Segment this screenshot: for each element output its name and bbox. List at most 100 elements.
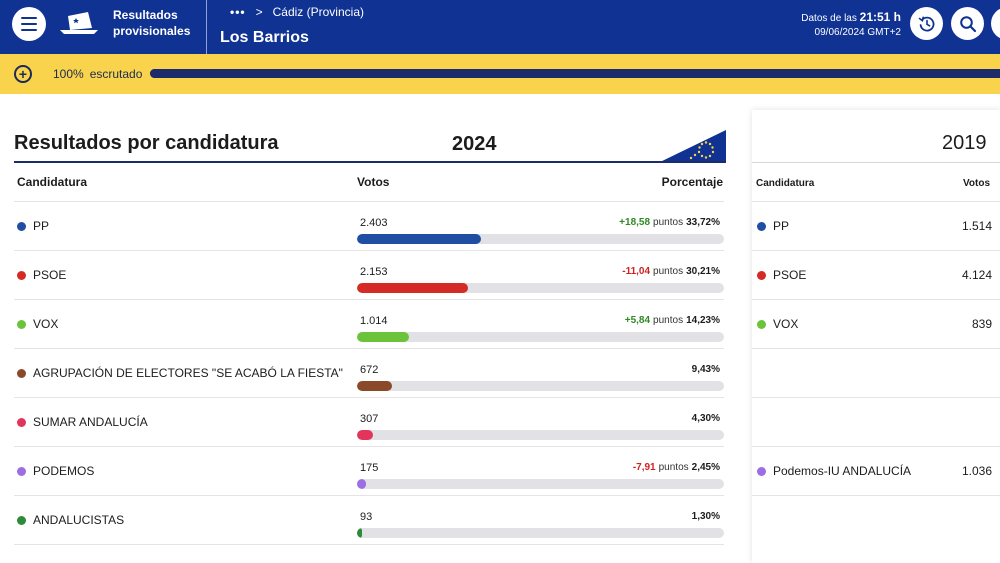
- party-name: VOX: [773, 317, 799, 331]
- party-pct: 33,72%: [686, 217, 720, 228]
- result-row[interactable]: VOX 1.014 +5,84 puntos 14,23%: [14, 299, 724, 348]
- search-icon: [959, 15, 976, 32]
- breadcrumb: ••• > Cádiz (Provincia): [230, 5, 364, 19]
- party-votes: 4.124: [961, 268, 992, 282]
- party-pct: 9,43%: [691, 364, 720, 375]
- column-header-porcentaje: Porcentaje: [661, 175, 723, 189]
- result-row[interactable]: ANDALUCISTAS 93 1,30%: [14, 495, 724, 544]
- vote-share-bar: [357, 479, 724, 489]
- section-title: Resultados por candidatura: [14, 132, 279, 154]
- vote-share-bar: [357, 332, 724, 342]
- party-diff: -11,04: [622, 266, 651, 277]
- party-color-dot: [757, 320, 766, 329]
- party-name: PODEMOS: [33, 464, 95, 478]
- party-votes: 1.514: [961, 219, 992, 233]
- previous-result-row: [752, 348, 1000, 397]
- breadcrumb-parent[interactable]: Cádiz (Provincia): [272, 5, 364, 19]
- previous-column-votos: Votos: [963, 178, 991, 189]
- party-percentage: 4,30%: [686, 413, 720, 424]
- vote-share-bar-fill: [357, 479, 366, 489]
- vote-share-bar-fill: [357, 332, 410, 342]
- column-header-votos: Votos: [357, 175, 390, 189]
- previous-rule: [752, 162, 1000, 163]
- result-row[interactable]: PSOE 2.153 -11,04 puntos 30,21%: [14, 250, 724, 299]
- party-color-dot: [17, 320, 26, 329]
- party-color-dot: [17, 467, 26, 476]
- history-button[interactable]: [910, 7, 943, 40]
- breadcrumb-more[interactable]: •••: [230, 5, 246, 19]
- data-timestamp: Datos de las 21:51 h 09/06/2024 GMT+2: [801, 10, 901, 40]
- party-name: PSOE: [773, 268, 807, 282]
- history-icon: [918, 16, 934, 31]
- previous-column-candidatura: Candidatura: [756, 178, 815, 189]
- menu-icon[interactable]: [12, 7, 46, 41]
- result-row[interactable]: PP 2.403 +18,58 puntos 33,72%: [14, 201, 724, 250]
- previous-result-row[interactable]: PP 1.514: [752, 201, 1000, 250]
- party-percentage: -11,04 puntos 30,21%: [622, 266, 720, 277]
- party-name: PP: [773, 219, 790, 233]
- party-votes: 839: [971, 317, 992, 331]
- party-color-dot: [17, 271, 26, 280]
- result-row[interactable]: PODEMOS 175 -7,91 puntos 2,45%: [14, 446, 724, 495]
- party-color-dot: [757, 467, 766, 476]
- app-title[interactable]: Resultados provisionales: [113, 7, 203, 39]
- previous-result-row: [752, 495, 1000, 544]
- party-diff: -7,91: [632, 462, 656, 473]
- party-name: SUMAR ANDALUCÍA: [33, 415, 148, 429]
- previous-year: 2019: [942, 132, 987, 154]
- previous-result-row[interactable]: Podemos-IU ANDALUCÍA 1.036: [752, 446, 1000, 495]
- party-color-dot: [757, 222, 766, 231]
- result-row[interactable]: [14, 544, 724, 563]
- party-votes: 1.036: [961, 464, 992, 478]
- progress-percent: 100%: [53, 67, 84, 81]
- party-diff: +5,84: [624, 315, 651, 326]
- party-diff: +18,58: [619, 217, 651, 228]
- party-votes: 672: [360, 364, 379, 376]
- vote-share-bar: [357, 283, 724, 293]
- top-header: Resultados provisionales ••• > Cádiz (Pr…: [0, 0, 1000, 54]
- party-percentage: 1,30%: [686, 511, 720, 522]
- party-pct: 2,45%: [691, 462, 720, 473]
- previous-result-row: [752, 397, 1000, 446]
- more-button[interactable]: [991, 7, 1000, 40]
- current-year: 2024: [452, 133, 497, 155]
- party-votes: 1.014: [360, 315, 388, 327]
- vote-share-bar: [357, 234, 724, 244]
- vote-share-bar-fill: [357, 234, 481, 244]
- party-diff-unit: puntos: [658, 462, 689, 473]
- search-button[interactable]: [951, 7, 984, 40]
- chevron-right-icon: >: [255, 5, 263, 19]
- previous-results-panel: 2019 Candidatura Votos PP 1.514 PSOE 4.124 V…: [752, 110, 1000, 563]
- expand-plus-icon[interactable]: +: [14, 65, 32, 83]
- vote-share-bar-fill: [357, 430, 373, 440]
- timestamp-time: 21:51 h: [859, 10, 901, 24]
- party-name: Podemos-IU ANDALUCÍA: [773, 464, 912, 478]
- result-row[interactable]: AGRUPACIÓN DE ELECTORES "SE ACABÓ LA FIE…: [14, 348, 724, 397]
- header-divider: [206, 0, 207, 54]
- vote-share-bar-fill: [357, 528, 362, 538]
- vote-share-bar: [357, 528, 724, 538]
- app-title-line2: provisionales: [113, 24, 191, 38]
- party-diff-unit: puntos: [653, 315, 684, 326]
- previous-result-row[interactable]: PSOE 4.124: [752, 250, 1000, 299]
- party-votes: 2.403: [360, 217, 388, 229]
- result-row[interactable]: SUMAR ANDALUCÍA 307 4,30%: [14, 397, 724, 446]
- app-title-line1: Resultados: [113, 8, 178, 22]
- party-pct: 4,30%: [691, 413, 720, 424]
- party-color-dot: [757, 271, 766, 280]
- section-rule: [14, 161, 726, 163]
- party-percentage: 9,43%: [686, 364, 720, 375]
- timestamp-prefix: Datos de las: [801, 13, 857, 24]
- progress-bar-fill: [150, 69, 1000, 78]
- vote-share-bar-fill: [357, 283, 468, 293]
- party-name: VOX: [33, 317, 59, 331]
- party-percentage: -7,91 puntos 2,45%: [633, 462, 720, 473]
- party-pct: 14,23%: [686, 315, 720, 326]
- party-votes: 307: [360, 413, 379, 425]
- ballot-box-icon[interactable]: [58, 10, 100, 36]
- previous-result-row[interactable]: VOX 839: [752, 299, 1000, 348]
- party-color-dot: [17, 418, 26, 427]
- party-color-dot: [17, 516, 26, 525]
- column-header-candidatura: Candidatura: [17, 175, 88, 189]
- party-votes: 2.153: [360, 266, 388, 278]
